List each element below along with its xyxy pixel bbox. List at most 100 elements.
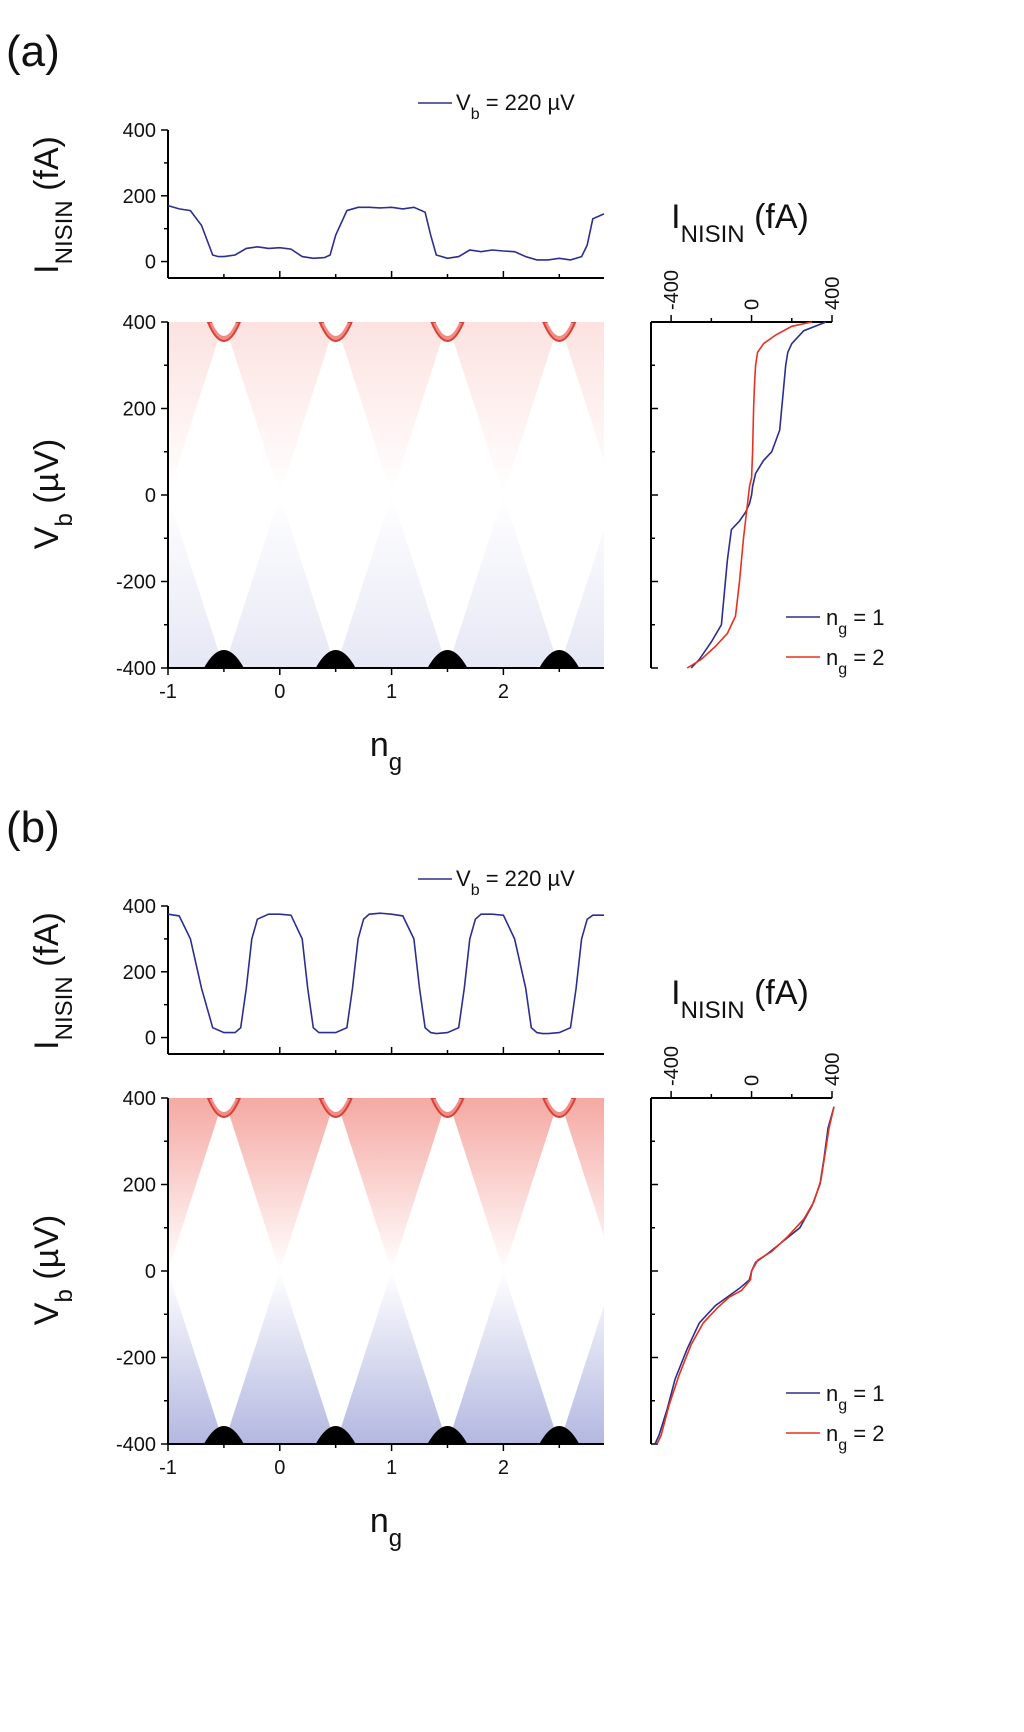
- map-positive-region: [447, 322, 560, 495]
- map-bottom-blob: [203, 650, 244, 668]
- map-chart: -400 -200 0 200 400 -1 0 1 2 Vb (µV) ng: [28, 312, 604, 776]
- top-y-tick-label: 400: [123, 120, 156, 142]
- map-y-tick-label: 400: [123, 1088, 156, 1110]
- side-x-tick-label: 0: [742, 299, 764, 310]
- map-bottom-blob: [427, 650, 468, 668]
- map-positive-region: [559, 322, 604, 461]
- map-y-tick-label: -200: [116, 572, 156, 594]
- map-top-blob-core: [323, 322, 348, 336]
- side-series-line-2: [656, 1106, 835, 1445]
- top-y-axis-title: INISIN (fA): [28, 912, 78, 1050]
- map-blockade-diamond: [391, 1106, 504, 1436]
- side-series-line-2: [686, 321, 813, 669]
- map-positive-region: [168, 322, 224, 495]
- side-x-tick-label: 400: [822, 1053, 844, 1086]
- map-x-tick-label: -1: [159, 681, 177, 703]
- top-legend-label: Vb = 220 µV: [456, 866, 575, 899]
- map-positive-region: [559, 1098, 604, 1237]
- map-negative-region: [335, 1271, 448, 1444]
- side-x-axis-title: INISIN (fA): [671, 974, 809, 1024]
- map-bottom-blob: [539, 650, 580, 668]
- map-negative-region: [447, 495, 560, 668]
- map-positive-region: [447, 1098, 560, 1271]
- top-series-line: [167, 912, 604, 1035]
- map-blockade-diamond: [503, 1106, 604, 1436]
- top-y-tick-label: 0: [145, 252, 156, 274]
- top-y-tick-label: 0: [145, 1028, 156, 1050]
- map-x-axis-title: ng: [370, 1502, 402, 1552]
- map-positive-region: [168, 1098, 224, 1271]
- map-top-blob-core: [435, 322, 460, 336]
- map-x-tick-label: -1: [159, 1457, 177, 1479]
- map-y-tick-label: -200: [116, 1348, 156, 1370]
- map-y-tick-label: 200: [123, 1175, 156, 1197]
- map-top-blob-core: [435, 1098, 460, 1112]
- map-top-blob-core: [547, 1098, 572, 1112]
- map-y-tick-label: 400: [123, 312, 156, 334]
- map-y-axis-title: Vb (µV): [28, 439, 78, 549]
- map-x-tick-label: 2: [498, 681, 509, 703]
- map-top-blob-core: [547, 322, 572, 336]
- map-x-tick-label: 1: [386, 1457, 397, 1479]
- map-negative-region: [223, 1271, 336, 1444]
- map-positive-region: [335, 322, 448, 495]
- map-blockade-diamond: [279, 330, 392, 660]
- map-blockade-diamond: [168, 330, 280, 660]
- map-chart: -400 -200 0 200 400 -1 0 1 2 Vb (µV) ng: [28, 1088, 604, 1552]
- map-top-blob-core: [323, 1098, 348, 1112]
- map-y-tick-label: 0: [145, 1261, 156, 1283]
- map-x-tick-label: 1: [386, 681, 397, 703]
- side-x-axis-title: INISIN (fA): [671, 198, 809, 248]
- map-positive-region: [223, 322, 336, 495]
- map-negative-region: [559, 1305, 604, 1444]
- map-y-axis-title: Vb (µV): [28, 1215, 78, 1325]
- map-blockade-diamond: [168, 1106, 280, 1436]
- map-x-tick-label: 0: [274, 1457, 285, 1479]
- map-x-tick-label: 0: [274, 681, 285, 703]
- top-y-tick-label: 200: [123, 186, 156, 208]
- top-y-axis-title: INISIN (fA): [28, 136, 78, 274]
- map-negative-region: [447, 1271, 560, 1444]
- map-negative-region: [168, 495, 224, 668]
- map-negative-region: [559, 529, 604, 668]
- map-negative-region: [223, 495, 336, 668]
- map-bottom-blob: [315, 650, 356, 668]
- map-y-tick-label: -400: [116, 1434, 156, 1456]
- map-x-axis-title: ng: [370, 726, 402, 776]
- map-area: [168, 322, 604, 668]
- top-line-chart: 0 200 400 Vb = 220 µV INISIN (fA): [28, 90, 605, 279]
- map-y-tick-label: 0: [145, 485, 156, 507]
- map-positive-region: [223, 1098, 336, 1271]
- side-x-tick-label: -400: [661, 270, 683, 310]
- map-x-tick-label: 2: [498, 1457, 509, 1479]
- map-top-blob-core: [211, 1098, 236, 1112]
- map-bottom-blob: [203, 1426, 244, 1444]
- map-blockade-diamond: [391, 330, 504, 660]
- side-x-tick-label: 0: [742, 1075, 764, 1086]
- side-legend-label-1: ng = 1: [826, 1381, 884, 1414]
- top-legend-label: Vb = 220 µV: [456, 90, 575, 123]
- side-legend-label-1: ng = 1: [826, 605, 884, 638]
- map-positive-region: [335, 1098, 448, 1271]
- top-y-tick-label: 400: [123, 896, 156, 918]
- map-top-blob-core: [211, 322, 236, 336]
- side-iv-chart: -400 0 400 INISIN (fA) ng = 1 ng = 2: [650, 974, 884, 1454]
- side-x-tick-label: -400: [661, 1046, 683, 1086]
- side-legend-label-2: ng = 2: [826, 1421, 884, 1454]
- map-y-tick-label: 200: [123, 399, 156, 421]
- top-series-line: [167, 204, 605, 261]
- map-bottom-blob: [427, 1426, 468, 1444]
- map-bottom-blob: [539, 1426, 580, 1444]
- side-series-line-1: [690, 321, 827, 669]
- top-line-chart: 0 200 400 Vb = 220 µV INISIN (fA): [28, 866, 604, 1055]
- map-blockade-diamond: [279, 1106, 392, 1436]
- map-area: [168, 1098, 604, 1444]
- map-y-tick-label: -400: [116, 658, 156, 680]
- map-negative-region: [335, 495, 448, 668]
- map-bottom-blob: [315, 1426, 356, 1444]
- side-iv-chart: -400 0 400 INISIN (fA) ng = 1 ng = 2: [650, 198, 884, 678]
- map-blockade-diamond: [503, 330, 604, 660]
